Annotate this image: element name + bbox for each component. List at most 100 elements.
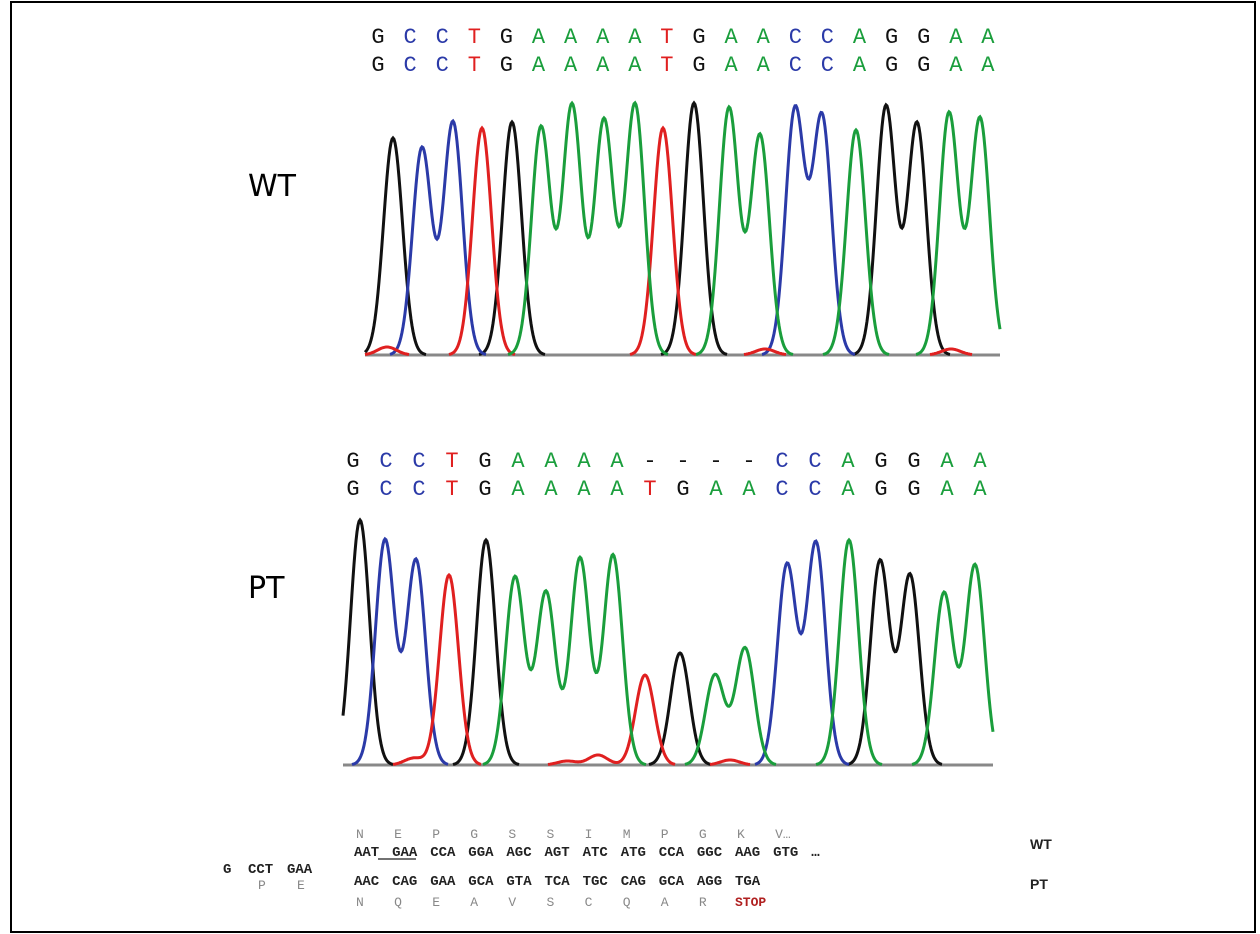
base-letter: T [660, 53, 673, 78]
base-letter: C [808, 477, 821, 502]
codon: CAG [392, 874, 417, 890]
amino-acid: V… [775, 827, 791, 842]
base-letter: G [692, 53, 705, 78]
codon: TGA [735, 874, 761, 890]
codon: GCA [659, 874, 685, 890]
amino-acid: R [699, 895, 707, 910]
base-letter: A [532, 53, 546, 78]
base-letter: G [917, 25, 930, 50]
base-letter: G [874, 449, 887, 474]
amino-acid: A [661, 895, 669, 910]
amino-acid: P [432, 827, 440, 842]
base-letter: C [775, 449, 788, 474]
amino-acid: P [258, 878, 266, 893]
base-letter: - [643, 449, 656, 474]
amino-acid: K [737, 827, 745, 842]
base-letter: G [885, 53, 898, 78]
amino-acid: E [394, 827, 402, 842]
base-letter: C [821, 53, 834, 78]
trace [365, 103, 950, 355]
trace [365, 128, 972, 355]
row-label: PT [1030, 876, 1048, 892]
base-letter: T [445, 477, 458, 502]
base-letter: A [981, 25, 995, 50]
base-letter: C [789, 25, 802, 50]
frame [11, 2, 1255, 932]
base-letter: A [940, 449, 954, 474]
base-letter: C [379, 449, 392, 474]
amino-acid: I [585, 827, 593, 842]
panel-label: WT [248, 169, 297, 204]
base-letter: A [973, 449, 987, 474]
panel-label: PT [248, 571, 285, 606]
amino-acid: E [297, 878, 305, 893]
base-letter: A [596, 25, 610, 50]
codon: … [811, 845, 820, 861]
row-label: WT [1030, 836, 1052, 852]
base-letter: A [841, 477, 855, 502]
base-letter: A [949, 53, 963, 78]
base-letter: C [436, 25, 449, 50]
base-letter: A [724, 25, 738, 50]
codon: GAA [287, 862, 313, 878]
codon: GCA [468, 874, 494, 890]
base-letter: A [610, 449, 624, 474]
amino-acid: S [547, 895, 555, 910]
base-letter: A [742, 477, 756, 502]
base-letter: G [500, 53, 513, 78]
base-letter: G [371, 25, 384, 50]
amino-acid: N [356, 895, 364, 910]
base-letter: C [821, 25, 834, 50]
base-letter: - [676, 449, 689, 474]
base-letter: A [596, 53, 610, 78]
codon: TGC [583, 874, 609, 890]
codon: GTG [773, 845, 798, 861]
amino-acid: A [470, 895, 478, 910]
base-letter: C [403, 25, 416, 50]
base-letter: A [853, 25, 867, 50]
base-letter: G [917, 53, 930, 78]
codon: AGT [545, 845, 570, 861]
base-letter: A [709, 477, 723, 502]
base-letter: G [885, 25, 898, 50]
codon: GGA [468, 845, 494, 861]
base-letter: G [371, 53, 384, 78]
base-letter: A [841, 449, 855, 474]
base-letter: A [949, 25, 963, 50]
base-letter: T [643, 477, 656, 502]
amino-acid: P [661, 827, 669, 842]
base-letter: A [610, 477, 624, 502]
codon: CCT [248, 862, 273, 878]
base-letter: A [544, 477, 558, 502]
base-letter: A [628, 25, 642, 50]
base-letter: C [403, 53, 416, 78]
base-letter: A [577, 477, 591, 502]
base-letter: C [379, 477, 392, 502]
base-letter: G [500, 25, 513, 50]
base-letter: T [445, 449, 458, 474]
base-letter: C [436, 53, 449, 78]
codon: AGC [506, 845, 532, 861]
codon: CAG [621, 874, 646, 890]
base-letter: G [692, 25, 705, 50]
base-letter: G [346, 477, 359, 502]
base-letter: A [511, 449, 525, 474]
codon: GGC [697, 845, 723, 861]
base-letter: G [874, 477, 887, 502]
amino-acid: Q [623, 895, 631, 910]
base-letter: A [628, 53, 642, 78]
amino-acid: V [508, 895, 516, 910]
base-letter: - [709, 449, 722, 474]
base-letter: G [478, 477, 491, 502]
base-letter: C [412, 477, 425, 502]
base-letter: T [468, 25, 481, 50]
base-letter: A [724, 53, 738, 78]
amino-acid: STOP [735, 895, 766, 910]
codon: GTA [506, 874, 532, 890]
amino-acid: S [547, 827, 555, 842]
base-letter: C [808, 449, 821, 474]
codon: CCA [659, 845, 685, 861]
amino-acid: G [470, 827, 478, 842]
trace [390, 106, 855, 355]
codon: TCA [545, 874, 571, 890]
